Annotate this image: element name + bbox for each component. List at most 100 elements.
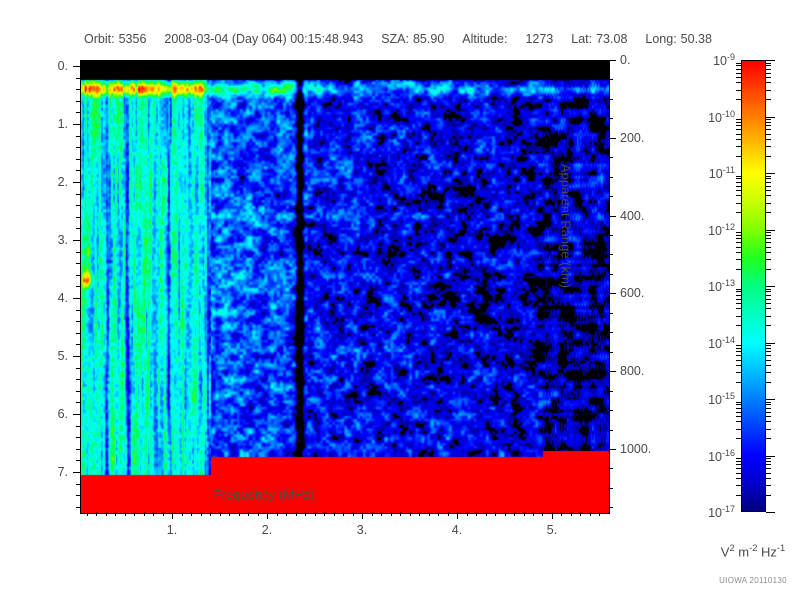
y-axis-left-major-tick — [73, 124, 81, 125]
colorbar-minor-tick — [766, 129, 771, 130]
y-axis-right-major-tick — [608, 448, 616, 450]
colorbar-minor-tick — [766, 90, 771, 91]
y-axis-left-minor-tick — [76, 217, 81, 218]
x-axis-major-tick — [457, 512, 458, 519]
colorbar-minor-tick-left — [736, 125, 741, 126]
y-axis-left-minor-tick — [76, 263, 81, 264]
colorbar-minor-tick — [766, 355, 771, 356]
colorbar-minor-tick — [766, 478, 771, 479]
colorbar-minor-tick-left — [736, 182, 741, 183]
y-axis-right-tick-label: 200. — [620, 130, 645, 145]
colorbar-minor-tick — [766, 365, 771, 366]
x-axis-tick-label: 2. — [261, 523, 273, 537]
colorbar-minor-tick — [766, 232, 771, 233]
colorbar-minor-tick — [766, 345, 771, 346]
y-axis-right-minor-tick — [608, 79, 613, 80]
x-axis-minor-tick — [182, 512, 183, 516]
x-axis-minor-tick — [495, 512, 496, 516]
colorbar-minor-tick — [766, 77, 771, 78]
colorbar-minor-tick-left — [736, 351, 741, 352]
colorbar-minor-tick — [766, 259, 771, 260]
long-label: Long: — [645, 32, 677, 46]
y-axis-left-minor-tick — [76, 159, 81, 160]
y-axis-right-tick-label: 600. — [620, 286, 645, 301]
x-axis-minor-tick — [476, 512, 477, 516]
colorbar-container — [741, 60, 766, 512]
colorbar-minor-tick-left — [736, 146, 741, 147]
x-axis-minor-tick — [296, 512, 297, 516]
y-axis-left-tick-label: 1. — [57, 117, 68, 131]
x-axis-minor-tick — [524, 512, 525, 516]
y-axis-left-minor-tick — [76, 495, 81, 496]
colorbar-minor-tick-left — [736, 345, 741, 346]
colorbar-minor-tick-left — [736, 190, 741, 191]
x-axis-minor-tick — [372, 512, 373, 516]
altitude-value: 1273 — [525, 32, 554, 46]
colorbar-minor-tick — [766, 404, 771, 405]
colorbar-minor-tick — [766, 122, 771, 123]
x-axis-tick-label: 3. — [356, 523, 368, 537]
colorbar-minor-tick — [766, 235, 771, 236]
colorbar-minor-tick — [766, 146, 771, 147]
colorbar-minor-tick-left — [736, 325, 741, 326]
colorbar-major-tick — [766, 173, 775, 174]
y-axis-left-minor-tick — [76, 426, 81, 427]
x-axis-major-tick — [267, 512, 268, 519]
colorbar-minor-tick-left — [736, 65, 741, 66]
colorbar-minor-tick — [766, 203, 771, 204]
colorbar-minor-tick — [766, 408, 771, 409]
y-axis-left-minor-tick — [76, 310, 81, 311]
y-axis-left-major-tick — [73, 414, 81, 415]
y-axis-left-minor-tick — [76, 194, 81, 195]
y-axis-left-tick-label: 7. — [57, 465, 68, 479]
y-axis-left-minor-tick — [76, 205, 81, 206]
colorbar-minor-tick — [766, 178, 771, 179]
colorbar-minor-tick — [766, 461, 771, 462]
colorbar-minor-tick — [766, 190, 771, 191]
colorbar-minor-tick — [766, 65, 771, 66]
colorbar-minor-tick-left — [736, 299, 741, 300]
y-axis-right-tick-label: 800. — [620, 364, 645, 379]
x-axis-minor-tick — [315, 512, 316, 516]
colorbar-minor-tick-left — [736, 355, 741, 356]
x-axis-minor-tick — [106, 512, 107, 516]
y-axis-left-tick-label: 4. — [57, 291, 68, 305]
colorbar-tick-label: 10-17 — [708, 503, 735, 521]
colorbar-minor-tick-left — [736, 90, 741, 91]
colorbar-minor-tick — [766, 402, 771, 403]
colorbar-minor-tick-left — [736, 119, 741, 120]
x-axis-minor-tick — [438, 512, 439, 516]
y-axis-left-minor-tick — [76, 333, 81, 334]
colorbar-minor-tick-left — [736, 63, 741, 64]
y-axis-left-minor-tick — [76, 484, 81, 485]
colorbar-tick-label: 10-16 — [708, 447, 735, 465]
colorbar-unit-label: V2 m-2 Hz-1 — [720, 543, 786, 560]
colorbar-minor-tick — [766, 156, 771, 157]
colorbar-gradient — [741, 60, 766, 512]
colorbar-minor-tick — [766, 303, 771, 304]
x-axis-tick-label: 5. — [546, 523, 558, 537]
y-axis-left-minor-tick — [76, 449, 81, 450]
colorbar-minor-tick — [766, 438, 771, 439]
colorbar-minor-tick-left — [736, 464, 741, 465]
colorbar-minor-tick — [766, 316, 771, 317]
colorbar-minor-tick-left — [736, 99, 741, 100]
x-axis-minor-tick — [353, 512, 354, 516]
x-axis-minor-tick — [448, 512, 449, 516]
x-axis-minor-tick — [429, 512, 430, 516]
colorbar-minor-tick — [766, 134, 771, 135]
colorbar-minor-tick-left — [736, 186, 741, 187]
x-axis-minor-tick — [571, 512, 572, 516]
y-axis-right-major-tick — [608, 137, 616, 139]
y-axis-left-tick-label: 6. — [57, 407, 68, 421]
colorbar-minor-tick-left — [736, 134, 741, 135]
colorbar-minor-tick-left — [736, 348, 741, 349]
colorbar-tick-label: 10-12 — [708, 221, 735, 239]
y-axis-right-minor-tick — [608, 274, 613, 275]
colorbar-minor-tick — [766, 82, 771, 83]
colorbar-minor-tick — [766, 63, 771, 64]
colorbar-minor-tick — [766, 325, 771, 326]
watermark-label: UIOWA 20110130 — [719, 576, 787, 585]
x-axis-minor-tick — [580, 512, 581, 516]
colorbar-minor-tick — [766, 176, 771, 177]
